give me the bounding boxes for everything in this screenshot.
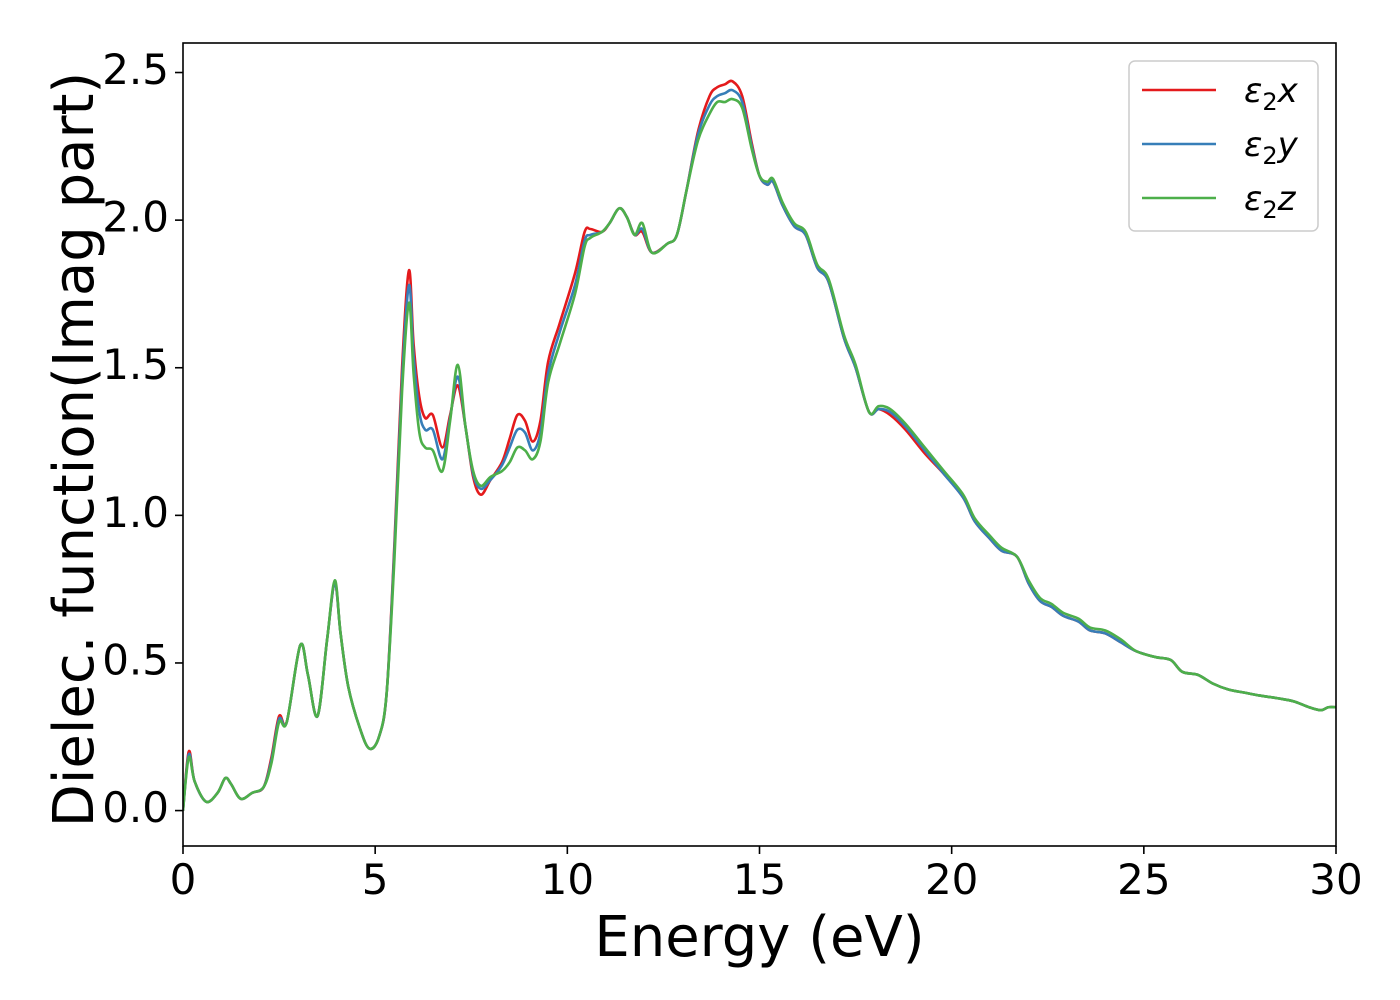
legend-component: y: [1277, 125, 1299, 165]
legend-symbol: ε: [1244, 125, 1262, 165]
legend-label-z: ε2z: [1244, 179, 1297, 224]
legend-label-x: ε2x: [1244, 71, 1299, 116]
y-tick-label: 1.5: [102, 340, 169, 389]
y-tick-label: 2.5: [102, 45, 169, 94]
x-tick-label: 0: [170, 855, 197, 904]
x-axis-label: Energy (eV): [594, 905, 924, 970]
y-axis-label: Dielec. function(Imag part): [42, 72, 107, 828]
y-tick-label: 0.5: [102, 635, 169, 684]
legend-subscript: 2: [1262, 88, 1277, 116]
x-tick-label: 15: [733, 855, 786, 904]
series-line-z: [183, 97, 1336, 811]
legend-symbol: ε: [1244, 179, 1262, 219]
x-tick-label: 5: [362, 855, 389, 904]
y-tick-label: 1.0: [102, 488, 169, 537]
legend-subscript: 2: [1262, 142, 1277, 170]
x-tick-label: 20: [925, 855, 978, 904]
x-tick-label: 25: [1117, 855, 1170, 904]
x-tick-label: 30: [1309, 855, 1362, 904]
x-axis-ticks: 0 5 10 15 20 25 30: [170, 846, 1363, 904]
legend-component: z: [1277, 179, 1297, 219]
legend-component: x: [1277, 71, 1299, 111]
legend-subscript: 2: [1262, 196, 1277, 224]
series-layer: [183, 79, 1336, 811]
legend-box: [1128, 60, 1319, 232]
legend-symbol: ε: [1244, 71, 1262, 111]
y-tick-label: 2.0: [102, 193, 169, 242]
y-tick-label: 0.0: [102, 783, 169, 832]
x-tick-label: 10: [541, 855, 594, 904]
y-axis-ticks: 0.0 0.5 1.0 1.5 2.0 2.5: [102, 45, 183, 832]
legend-label-y: ε2y: [1244, 125, 1299, 170]
